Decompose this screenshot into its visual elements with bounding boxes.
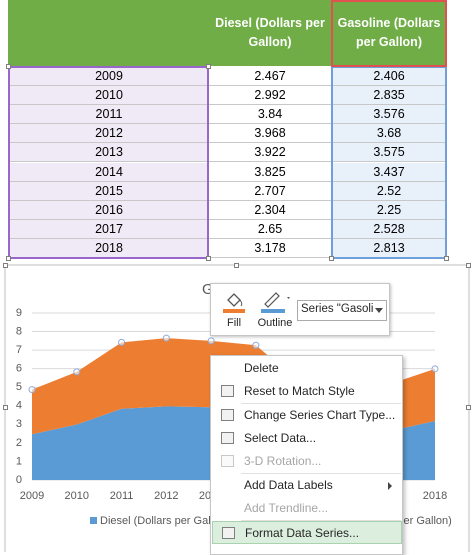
table-cell: 2.406 — [332, 67, 446, 87]
menu-icon — [221, 432, 234, 444]
table-cell: 2.707 — [208, 181, 332, 201]
menu-item[interactable]: Reset to Match Style — [212, 380, 402, 403]
point-marker — [28, 386, 36, 394]
point-marker — [162, 334, 170, 342]
y-tick-label: 0 — [16, 474, 22, 486]
legend-label: Diesel (Dollars per Gallon) — [100, 515, 229, 527]
point-marker — [207, 337, 215, 345]
table-cell: 2009 — [10, 67, 208, 87]
x-tick-label: 2010 — [65, 490, 89, 502]
table-cell: 2.467 — [208, 67, 332, 87]
table-cell: 2010 — [10, 86, 208, 106]
point-marker — [73, 368, 81, 376]
table-header-band — [8, 0, 446, 66]
y-tick-label: 6 — [16, 363, 22, 375]
mini-toolbar: Fill Outline Series "Gasolin — [210, 283, 390, 336]
y-tick-label: 9 — [16, 307, 22, 319]
table-cell: 3.437 — [332, 162, 446, 182]
point-marker — [252, 341, 260, 349]
menu-item: 3-D Rotation... — [212, 450, 402, 473]
table-cell: 3.968 — [208, 124, 332, 144]
menu-icon — [221, 385, 234, 397]
table-cell: 3.178 — [208, 238, 332, 258]
table-cell: 2016 — [10, 200, 208, 220]
series-dropdown[interactable]: Series "Gasolin — [297, 300, 387, 321]
handle — [6, 64, 11, 69]
range-border-name — [331, 0, 447, 67]
table-cell: 3.84 — [208, 105, 332, 125]
menu-separator — [241, 473, 401, 474]
handle — [466, 263, 471, 268]
x-tick-label: 2012 — [154, 490, 178, 502]
outline-label: Outline — [257, 317, 293, 329]
range-border-values — [331, 66, 447, 259]
table-cell: 2014 — [10, 162, 208, 182]
menu-item[interactable]: Change Series Chart Type... — [212, 404, 402, 427]
context-menu: Delete Reset to Match Style Change Series … — [210, 355, 403, 555]
menu-item[interactable]: Add Data Labels — [212, 474, 402, 497]
table-cell: 2.813 — [332, 238, 446, 258]
outline-button[interactable]: Outline — [253, 288, 297, 334]
column-header: Gasoline (Dollars per Gallon) — [337, 16, 441, 49]
menu-icon — [222, 527, 235, 539]
table-cell: 2015 — [10, 181, 208, 201]
table-cell: 2.52 — [332, 181, 446, 201]
x-tick-label: 2011 — [110, 490, 134, 502]
table-cell: 2.304 — [208, 200, 332, 220]
column-header: Diesel (Dollars per Gallon) — [215, 16, 325, 49]
menu-item[interactable]: Select Data... — [212, 427, 402, 450]
range-border-category — [8, 66, 209, 259]
y-tick-label: 3 — [16, 418, 22, 430]
menu-item[interactable]: Format Data Series... — [212, 521, 402, 544]
handle — [206, 64, 211, 69]
y-tick-label: 5 — [16, 381, 22, 393]
dropdown-arrow — [375, 308, 383, 313]
handle — [329, 256, 334, 261]
handle — [3, 405, 8, 410]
legend-swatch — [90, 517, 97, 524]
handle — [466, 405, 471, 410]
table-cell: 2.65 — [208, 219, 332, 239]
point-marker — [118, 338, 126, 346]
series-dropdown-text: Series "Gasolin — [301, 303, 373, 315]
x-tick-label: 2018 — [423, 490, 447, 502]
fill-icon — [223, 293, 245, 313]
handle — [3, 263, 8, 268]
y-tick-label: 4 — [16, 400, 22, 412]
point-marker — [431, 365, 439, 373]
table-cell: 3.68 — [332, 124, 446, 144]
table-cell: 2017 — [10, 219, 208, 239]
y-tick-label: 1 — [16, 455, 22, 467]
y-tick-label: 7 — [16, 344, 22, 356]
menu-icon — [221, 409, 234, 421]
table-cell: 3.922 — [208, 143, 332, 163]
menu-icon — [221, 455, 234, 467]
handle — [234, 263, 239, 268]
x-tick-label: 2009 — [20, 490, 44, 502]
table-cell: 2.835 — [332, 86, 446, 106]
table-cell: 2012 — [10, 124, 208, 144]
menu-separator — [241, 520, 401, 521]
menu-separator — [241, 403, 401, 404]
menu-item: Add Trendline... — [244, 501, 329, 515]
handle — [444, 256, 449, 261]
handle — [206, 256, 211, 261]
table-cell: 2.25 — [332, 200, 446, 220]
fill-label: Fill — [226, 317, 242, 329]
table-cell: 2.528 — [332, 219, 446, 239]
table-cell: 3.576 — [332, 105, 446, 125]
submenu-arrow — [388, 482, 392, 490]
table-cell: 2013 — [10, 143, 208, 163]
outline-icon — [261, 292, 290, 313]
y-tick-label: 8 — [16, 325, 22, 337]
table-cell: 2011 — [10, 105, 208, 125]
handle — [6, 256, 11, 261]
table-cell: 2.992 — [208, 86, 332, 106]
table-cell: 3.825 — [208, 162, 332, 182]
fill-button[interactable]: Fill — [219, 288, 249, 334]
menu-item[interactable]: Delete — [244, 361, 279, 375]
y-tick-label: 2 — [16, 437, 22, 449]
table-cell: 3.575 — [332, 143, 446, 163]
